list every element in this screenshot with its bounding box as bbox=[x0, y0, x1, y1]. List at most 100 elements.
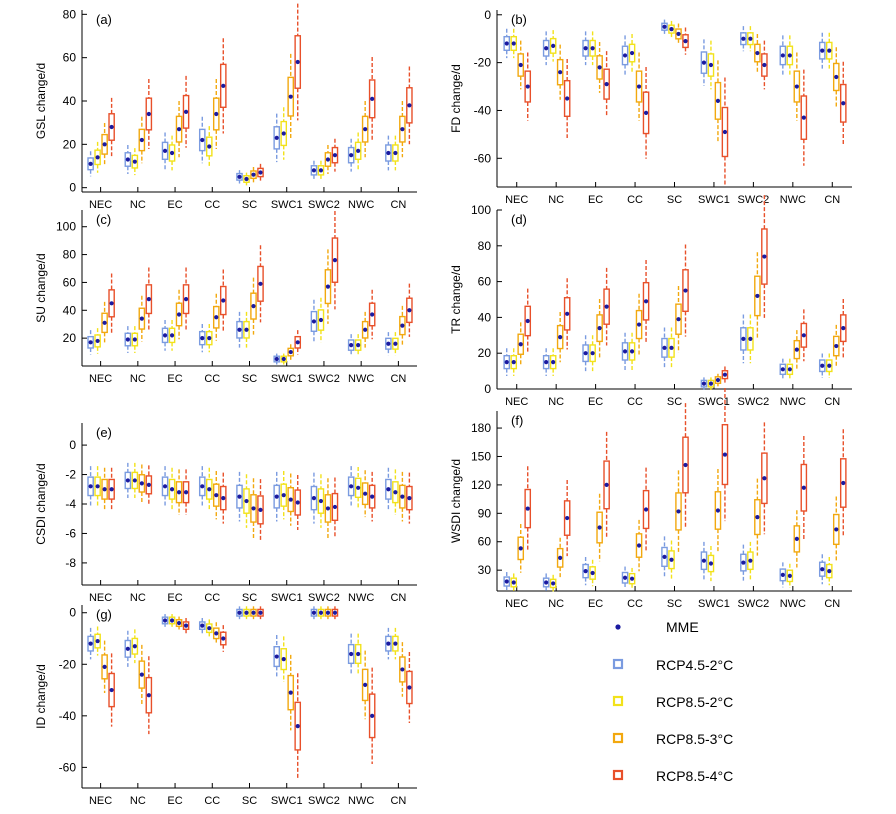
mme-point bbox=[393, 341, 398, 346]
mme-point bbox=[221, 298, 226, 303]
x-tick-label: SWC1 bbox=[698, 598, 730, 610]
mme-point bbox=[629, 50, 635, 56]
box bbox=[219, 63, 227, 108]
box bbox=[243, 488, 250, 514]
box bbox=[517, 536, 525, 561]
mme-point bbox=[200, 336, 205, 341]
mme-point bbox=[708, 561, 714, 566]
box bbox=[361, 320, 369, 339]
panel-label: (d) bbox=[511, 212, 527, 227]
mme-point bbox=[597, 326, 602, 331]
box bbox=[661, 337, 668, 358]
mme-point bbox=[311, 496, 317, 501]
x-tick-label: SWC2 bbox=[308, 373, 340, 385]
x-tick-label: SWC2 bbox=[308, 199, 340, 211]
mme-point bbox=[636, 322, 642, 327]
x-tick-label: NWC bbox=[780, 598, 806, 610]
mme-point bbox=[132, 337, 137, 342]
x-tick-label: EC bbox=[167, 199, 182, 211]
box bbox=[517, 333, 525, 355]
box bbox=[280, 483, 288, 507]
box bbox=[243, 320, 250, 339]
box bbox=[138, 128, 146, 152]
mme-point bbox=[636, 84, 642, 89]
y-tick-label: 150 bbox=[471, 449, 491, 463]
y-tick-label: 40 bbox=[63, 94, 77, 108]
mme-point bbox=[251, 172, 256, 177]
box bbox=[399, 484, 406, 509]
mme-point bbox=[258, 507, 263, 512]
box bbox=[280, 120, 288, 147]
mme-point bbox=[251, 304, 256, 309]
mme-point bbox=[125, 157, 130, 162]
box bbox=[287, 347, 295, 357]
box bbox=[399, 115, 406, 143]
mme-point bbox=[162, 333, 168, 338]
box bbox=[161, 141, 169, 160]
box bbox=[168, 616, 176, 625]
mme-point bbox=[183, 490, 189, 495]
x-tick-label: NC bbox=[130, 592, 146, 604]
mme-point bbox=[551, 360, 556, 365]
mme-point bbox=[363, 682, 368, 688]
box bbox=[800, 95, 808, 140]
mme-point bbox=[676, 509, 681, 514]
mme-point bbox=[400, 494, 405, 499]
mme-point bbox=[393, 641, 398, 646]
mme-point bbox=[407, 103, 412, 108]
box bbox=[786, 363, 794, 376]
mme-point bbox=[356, 343, 361, 348]
y-tick-label: 180 bbox=[471, 421, 491, 435]
panel-b: 0 -20 -40 -60 NEC NC EC CC SC SWC1 SWC2 NWC CN FD cha… bbox=[449, 8, 852, 206]
mme-point bbox=[722, 452, 728, 457]
box bbox=[205, 623, 213, 634]
y-tick-label: -60 bbox=[474, 151, 492, 165]
box bbox=[825, 41, 833, 60]
box bbox=[714, 491, 722, 530]
panel-label: (f) bbox=[511, 413, 523, 428]
mme-point bbox=[318, 317, 324, 323]
box bbox=[596, 511, 603, 544]
x-tick-label: SWC2 bbox=[737, 194, 769, 206]
mme-point bbox=[237, 610, 242, 615]
x-tick-label: SWC2 bbox=[737, 598, 769, 610]
y-tick-label: 30 bbox=[478, 563, 492, 577]
x-tick-label: CN bbox=[390, 373, 406, 385]
mme-point bbox=[558, 334, 563, 340]
box bbox=[740, 327, 747, 351]
box bbox=[549, 578, 557, 589]
mme-point bbox=[318, 498, 324, 504]
mme-point bbox=[558, 70, 563, 75]
box bbox=[182, 481, 190, 504]
box bbox=[310, 485, 318, 511]
x-tick-label: NEC bbox=[89, 592, 112, 604]
box bbox=[108, 672, 115, 708]
mme-point bbox=[332, 610, 338, 615]
box bbox=[273, 355, 281, 363]
y-axis-label: SU change/d bbox=[34, 253, 48, 322]
mme-point bbox=[662, 345, 667, 350]
box bbox=[317, 488, 325, 514]
mme-point bbox=[132, 644, 137, 649]
mme-point bbox=[325, 506, 331, 511]
x-tick-label: SWC1 bbox=[698, 396, 730, 408]
x-tick-label: SWC2 bbox=[737, 396, 769, 408]
mme-point bbox=[504, 41, 509, 46]
box bbox=[347, 146, 355, 164]
box bbox=[101, 133, 108, 155]
box bbox=[503, 576, 511, 587]
box bbox=[175, 115, 183, 143]
mme-point bbox=[741, 560, 746, 565]
mme-point bbox=[683, 462, 688, 468]
y-tick-label: 0 bbox=[484, 8, 491, 22]
mme-point bbox=[558, 555, 563, 560]
box bbox=[399, 315, 406, 336]
box bbox=[294, 335, 302, 349]
legend-label: RCP8.5-3°C bbox=[656, 731, 733, 747]
box bbox=[839, 458, 847, 508]
y-tick-label: 60 bbox=[63, 51, 77, 65]
mme-point bbox=[139, 137, 144, 143]
box bbox=[682, 269, 689, 313]
box bbox=[273, 645, 281, 668]
x-tick-label: CN bbox=[390, 795, 406, 807]
